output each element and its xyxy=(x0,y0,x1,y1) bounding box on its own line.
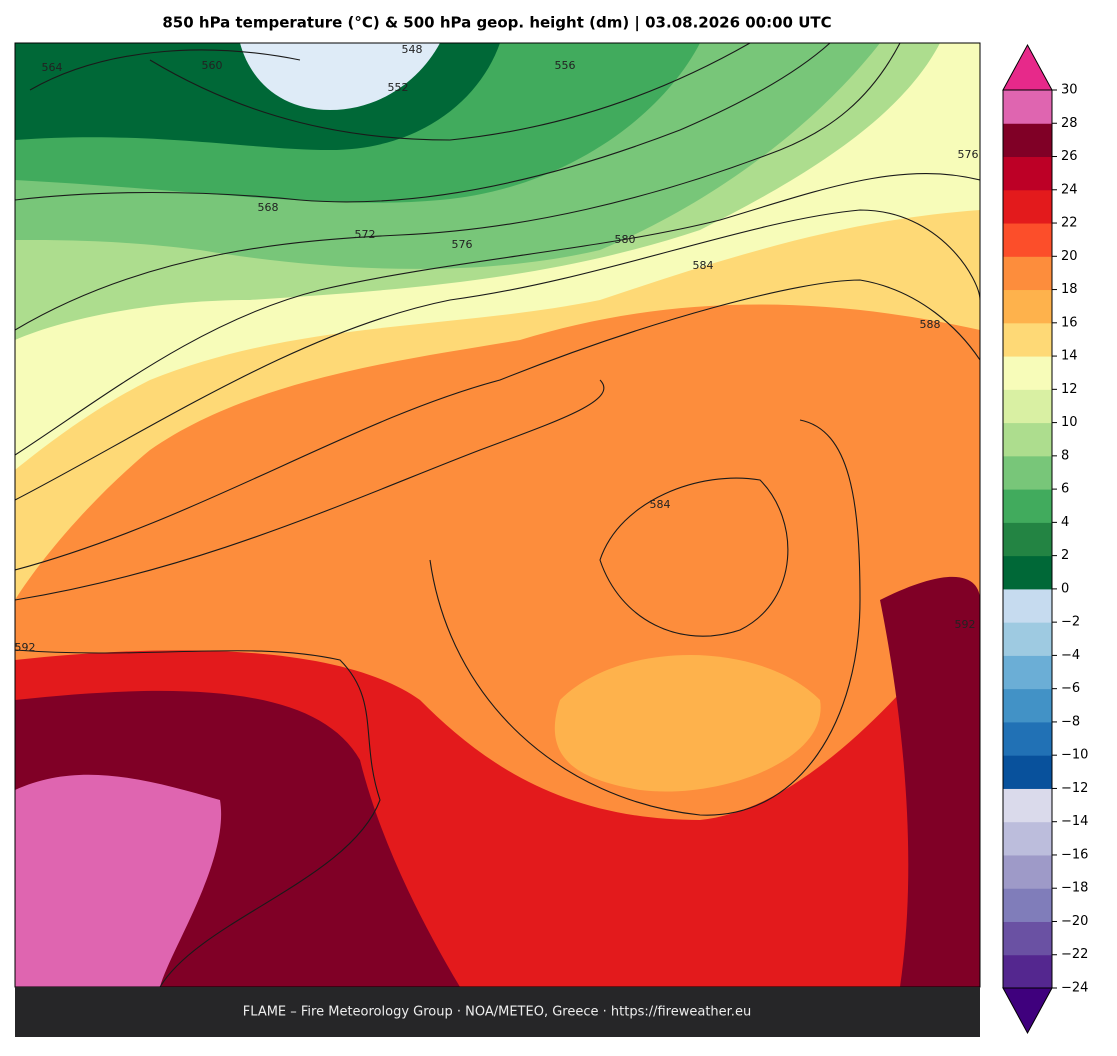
map xyxy=(15,43,980,987)
colorbar-tick-label: 4 xyxy=(1061,515,1069,530)
colorbar-tick-label: −18 xyxy=(1061,881,1088,896)
colorbar-bin xyxy=(1003,954,1052,989)
contour-label: 584 xyxy=(650,498,671,511)
colorbar-bin xyxy=(1003,721,1052,756)
colorbar-tick-label: −8 xyxy=(1061,714,1080,729)
colorbar-tick-label: 0 xyxy=(1061,581,1069,596)
colorbar-bin xyxy=(1003,223,1052,257)
colorbar-tick-label: −10 xyxy=(1061,748,1088,763)
colorbar-bin xyxy=(1003,156,1052,191)
colorbar-bin xyxy=(1003,189,1052,224)
colorbar-tick-label: 26 xyxy=(1061,149,1078,164)
contour-label: 576 xyxy=(958,148,979,161)
colorbar-bin xyxy=(1003,688,1052,723)
colorbar-bin xyxy=(1003,422,1052,457)
colorbar-tick-label: 24 xyxy=(1061,182,1078,197)
colorbar-tick-label: −22 xyxy=(1061,947,1088,962)
colorbar-tick-label: 18 xyxy=(1061,282,1078,297)
contour-label: 592 xyxy=(15,641,36,654)
contour-label: 580 xyxy=(615,233,636,246)
colorbar-tick-label: −14 xyxy=(1061,814,1088,829)
colorbar-tick-label: 8 xyxy=(1061,448,1069,463)
colorbar-tick-label: −12 xyxy=(1061,781,1088,796)
colorbar-tick-label: 2 xyxy=(1061,548,1069,563)
colorbar-bin xyxy=(1003,256,1052,291)
colorbar-over xyxy=(1002,43,1053,91)
footer-bar xyxy=(15,987,980,1037)
colorbar-tick-label: −20 xyxy=(1061,914,1088,929)
colorbar-bin xyxy=(1003,90,1052,124)
contour-label: 556 xyxy=(555,59,576,72)
colorbar-bin xyxy=(1003,555,1052,590)
contour-label: 576 xyxy=(452,238,473,251)
colorbar-tick-label: −4 xyxy=(1061,648,1080,663)
colorbar-bin xyxy=(1003,389,1052,424)
colorbar-tick-label: −24 xyxy=(1061,981,1088,996)
colorbar-bin xyxy=(1003,322,1052,357)
contour-label: 560 xyxy=(202,59,223,72)
colorbar-bin xyxy=(1003,588,1052,623)
colorbar-frame xyxy=(1002,89,1053,989)
colorbar-bin xyxy=(1003,289,1052,324)
colorbar-tick-label: 14 xyxy=(1061,349,1078,364)
contour-label: 584 xyxy=(693,259,714,272)
contour-label: 572 xyxy=(355,228,376,241)
colorbar-tick-label: −16 xyxy=(1061,847,1088,862)
title: 850 hPa temperature (°C) & 500 hPa geop.… xyxy=(162,14,831,33)
colorbar-tick-label: 16 xyxy=(1061,315,1078,330)
colorbar-bin xyxy=(1003,788,1052,823)
contour-label: 592 xyxy=(955,618,976,631)
footer-text: FLAME – Fire Meteorology Group · NOA/MET… xyxy=(243,1005,751,1020)
colorbar-bin xyxy=(1003,522,1052,557)
colorbar-bin xyxy=(1003,622,1052,656)
colorbar-bin xyxy=(1003,489,1052,523)
colorbar-bin xyxy=(1003,888,1052,922)
colorbar-tick-label: 20 xyxy=(1061,249,1078,264)
colorbar-tick-label: −2 xyxy=(1061,615,1080,630)
colorbar-bin xyxy=(1003,854,1052,889)
colorbar-bin xyxy=(1003,655,1052,690)
colorbar-tick-label: 10 xyxy=(1061,415,1078,430)
contour-label: 588 xyxy=(920,318,941,331)
contour-label: 548 xyxy=(402,43,423,56)
colorbar-under xyxy=(1002,987,1053,1035)
colorbar-bin xyxy=(1003,455,1052,490)
colorbar-bin xyxy=(1003,123,1052,158)
colorbar-bin xyxy=(1003,356,1052,390)
colorbar-tick-label: 30 xyxy=(1061,83,1078,98)
colorbar-bin xyxy=(1003,921,1052,956)
colorbar-bin xyxy=(1003,821,1052,856)
colorbar-tick-label: 6 xyxy=(1061,482,1069,497)
colorbar-tick-label: 28 xyxy=(1061,116,1078,131)
contour-label: 564 xyxy=(42,61,63,74)
colorbar-bin xyxy=(1003,755,1052,789)
contour-label: 552 xyxy=(388,81,409,94)
contour-label: 568 xyxy=(258,201,279,214)
colorbar-tick-label: 12 xyxy=(1061,382,1078,397)
colorbar-tick-label: −6 xyxy=(1061,681,1080,696)
colorbar-tick-label: 22 xyxy=(1061,216,1078,231)
